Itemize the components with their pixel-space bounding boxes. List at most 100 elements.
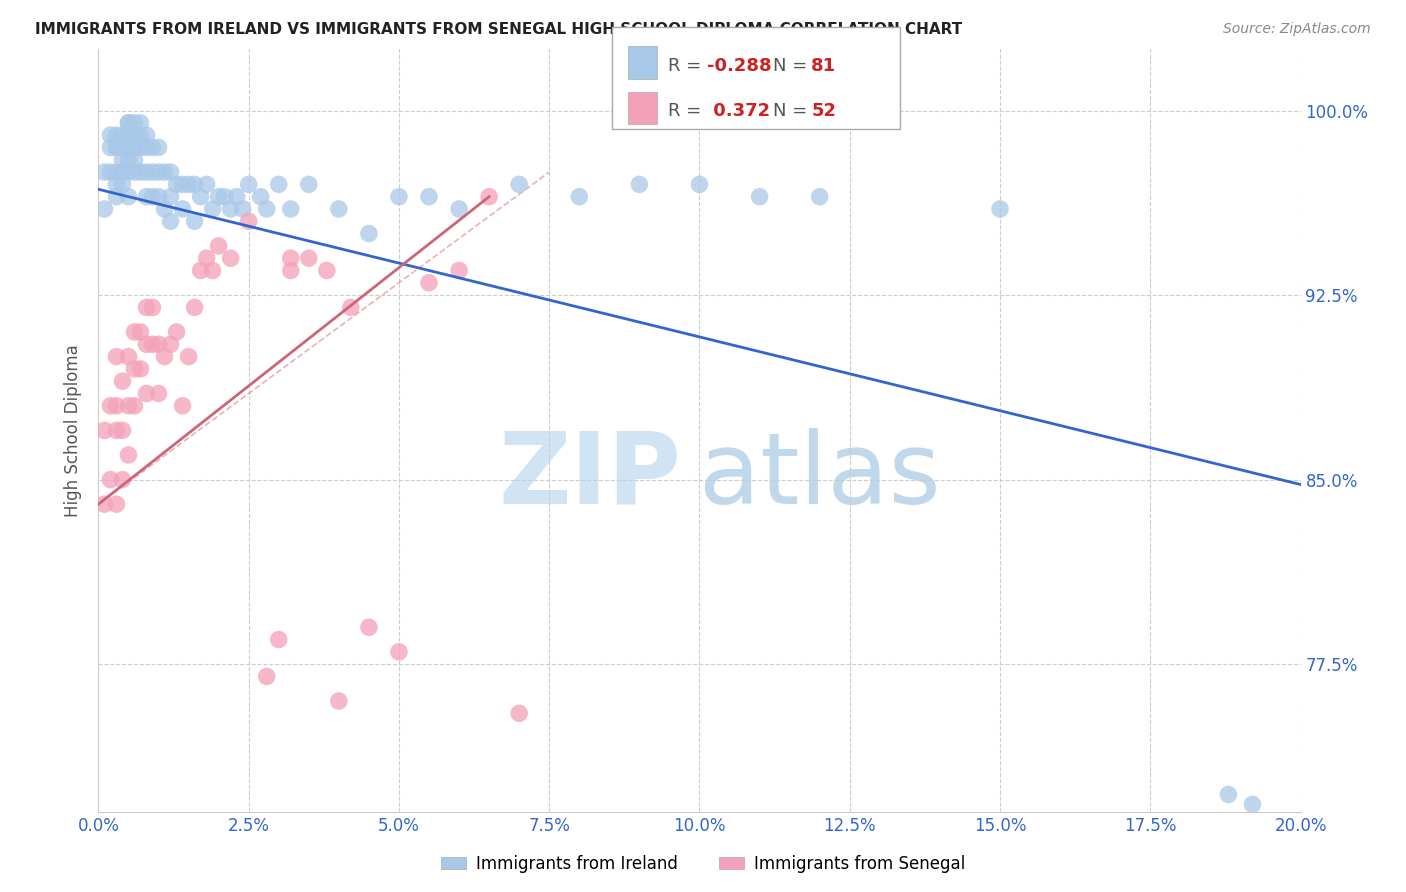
Point (357, 620, 380, 634)
Point (117, 116, 139, 130)
Point (177, 350, 200, 364)
Point (100, 165, 122, 179)
Point (141, 189, 163, 203)
Point (183, 301, 205, 315)
Point (153, 350, 176, 364)
Point (298, 251, 321, 265)
Point (208, 239, 231, 253)
Point (129, 362, 152, 376)
Point (141, 301, 163, 315)
Point (232, 202, 254, 216)
Point (100, 140, 122, 154)
Point (177, 178, 200, 192)
Point (111, 153, 134, 167)
Point (1218, 788, 1240, 802)
Point (418, 189, 440, 203)
Point (315, 263, 337, 277)
Text: 81: 81 (811, 57, 837, 75)
Point (190, 263, 212, 277)
Point (748, 189, 770, 203)
Point (105, 128, 128, 143)
Point (267, 178, 290, 192)
Point (298, 178, 321, 192)
Point (628, 178, 651, 192)
Point (256, 202, 278, 216)
Point (135, 386, 157, 401)
Point (117, 448, 139, 462)
Point (135, 189, 157, 203)
Point (225, 189, 247, 203)
Point (328, 202, 350, 216)
Point (129, 128, 152, 143)
Point (249, 189, 271, 203)
Point (159, 214, 181, 228)
Point (100, 399, 122, 413)
Point (166, 178, 188, 192)
Point (1241, 797, 1264, 812)
Point (111, 178, 134, 192)
Point (105, 140, 128, 154)
Text: N =: N = (773, 57, 813, 75)
Point (357, 227, 380, 241)
Point (688, 178, 710, 192)
Point (219, 202, 242, 216)
Point (93, 497, 115, 511)
Text: R =: R = (668, 102, 707, 120)
Point (105, 497, 128, 511)
Point (124, 165, 146, 179)
Point (256, 669, 278, 683)
Point (172, 399, 194, 413)
Point (117, 153, 139, 167)
Point (105, 399, 128, 413)
Point (129, 165, 152, 179)
Point (153, 165, 176, 179)
Point (93, 165, 115, 179)
Point (172, 202, 194, 216)
Point (129, 140, 152, 154)
Text: ZIP: ZIP (499, 427, 682, 524)
Point (280, 251, 302, 265)
Point (478, 189, 501, 203)
Point (280, 263, 302, 277)
Point (105, 423, 128, 437)
Point (190, 189, 212, 203)
Y-axis label: High School Diploma: High School Diploma (65, 344, 83, 516)
Legend: Immigrants from Ireland, Immigrants from Senegal: Immigrants from Ireland, Immigrants from… (434, 848, 972, 880)
Point (568, 189, 591, 203)
Point (93, 423, 115, 437)
Point (280, 202, 302, 216)
Point (124, 399, 146, 413)
Point (100, 473, 122, 487)
Point (141, 165, 163, 179)
Point (117, 165, 139, 179)
Point (117, 189, 139, 203)
Point (238, 178, 260, 192)
Point (93, 202, 115, 216)
Point (208, 189, 231, 203)
Point (148, 165, 170, 179)
Point (117, 399, 139, 413)
Point (447, 202, 470, 216)
Point (111, 165, 134, 179)
Text: Source: ZipAtlas.com: Source: ZipAtlas.com (1223, 22, 1371, 37)
Point (159, 337, 181, 351)
Point (214, 189, 236, 203)
Point (159, 189, 181, 203)
Point (159, 165, 181, 179)
Point (117, 140, 139, 154)
Point (135, 128, 157, 143)
Point (124, 153, 146, 167)
Point (117, 116, 139, 130)
Point (148, 140, 170, 154)
Text: 0.372: 0.372 (707, 102, 770, 120)
Point (447, 263, 470, 277)
Point (124, 325, 146, 339)
Point (508, 706, 530, 721)
Point (105, 178, 128, 192)
Point (183, 178, 205, 192)
Text: atlas: atlas (699, 427, 941, 524)
Point (105, 350, 128, 364)
Point (328, 694, 350, 708)
Point (135, 140, 157, 154)
Point (111, 473, 134, 487)
